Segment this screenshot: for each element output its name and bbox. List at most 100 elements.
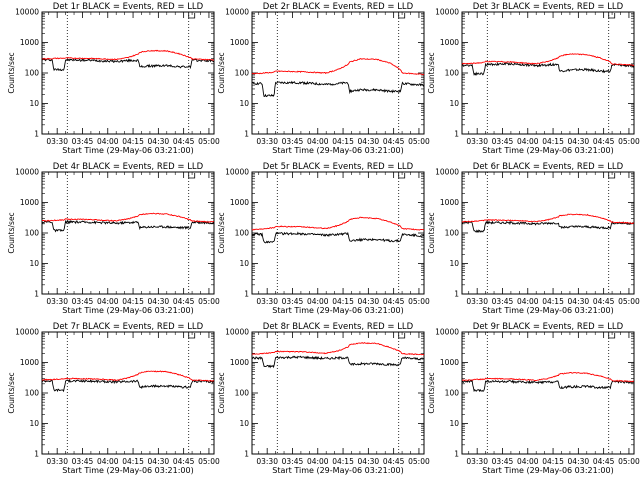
x-tick-label: 03:30 [466, 297, 488, 306]
x-tick-label: 04:45 [383, 457, 405, 466]
x-tick-label: 03:45 [72, 297, 94, 306]
panel-7: Det 7r BLACK = Events, RED = LLD 1 10 100 10… [7, 322, 220, 475]
series-line-events [461, 61, 635, 76]
y-axis-label: Counts/sec [427, 372, 436, 413]
y-tick-label: 1 [244, 130, 249, 139]
y-tick-label: 10000 [225, 8, 249, 17]
y-tick-label: 1 [454, 130, 459, 139]
y-tick-label: 1000 [230, 198, 249, 207]
series-line-events [42, 378, 215, 393]
y-tick-label: 10000 [15, 328, 39, 337]
x-tick-label: 03:45 [492, 297, 514, 306]
x-tick-label: 03:30 [466, 457, 488, 466]
series-line-lld [251, 216, 425, 231]
y-tick-label: 10000 [225, 328, 249, 337]
x-tick-label: 04:45 [173, 297, 195, 306]
panel-1: Det 1r BLACK = Events, RED = LLD 1 10 100 10… [7, 2, 220, 155]
y-tick-label: 100 [235, 69, 250, 78]
y-tick-label: 1000 [230, 358, 249, 367]
y-tick-label: 10 [29, 99, 39, 108]
plot-frame [461, 171, 635, 295]
attenuator-marker [398, 13, 406, 19]
attenuator-marker [608, 333, 616, 339]
x-tick-label: 03:30 [46, 297, 68, 306]
x-tick-label: 04:30 [568, 297, 590, 306]
x-axis-label: Start Time (29-May-06 03:21:00) [482, 466, 613, 475]
y-axis-label: Counts/sec [427, 212, 436, 253]
x-tick-label: 04:00 [97, 297, 119, 306]
x-tick-label: 04:45 [383, 137, 405, 146]
y-tick-label: 1 [34, 130, 39, 139]
x-tick-label: 03:30 [46, 457, 68, 466]
y-tick-label: 1 [244, 450, 249, 459]
x-tick-label: 04:45 [593, 457, 615, 466]
y-axis-label: Counts/sec [217, 212, 226, 253]
panel-title: Det 5r BLACK = Events, RED = LLD [263, 162, 414, 172]
series-line-events [251, 231, 425, 244]
y-axis-label: Counts/sec [217, 52, 226, 93]
series-line-events [461, 379, 635, 393]
panel-5: Det 5r BLACK = Events, RED = LLD 1 10 100 10… [217, 162, 430, 315]
x-tick-label: 03:45 [72, 137, 94, 146]
x-tick-label: 04:00 [307, 457, 329, 466]
x-tick-label: 04:45 [173, 137, 195, 146]
attenuator-marker [188, 173, 196, 179]
y-axis-label: Counts/sec [427, 52, 436, 93]
y-axis-label: Counts/sec [7, 372, 16, 413]
y-tick-label: 10000 [15, 8, 39, 17]
x-tick-label: 05:00 [198, 137, 220, 146]
panel-8: Det 8r BLACK = Events, RED = LLD 1 10 100 10… [217, 322, 430, 475]
panel-4: Det 4r BLACK = Events, RED = LLD 1 10 100 10… [7, 162, 220, 315]
panel-title: Det 2r BLACK = Events, RED = LLD [263, 2, 414, 12]
y-axis-label: Counts/sec [7, 212, 16, 253]
y-tick-label: 100 [445, 69, 460, 78]
y-tick-label: 1 [454, 290, 459, 299]
x-axis-label: Start Time (29-May-06 03:21:00) [272, 466, 403, 475]
x-tick-label: 04:30 [568, 137, 590, 146]
y-tick-label: 1 [244, 290, 249, 299]
y-tick-label: 100 [235, 229, 250, 238]
panel-6: Det 6r BLACK = Events, RED = LLD 1 10 100 10… [427, 162, 640, 315]
panel-title: Det 7r BLACK = Events, RED = LLD [53, 322, 204, 332]
series-line-events [461, 220, 635, 234]
x-tick-label: 05:00 [618, 297, 640, 306]
x-tick-label: 03:45 [72, 457, 94, 466]
x-tick-label: 04:15 [332, 297, 354, 306]
plot-frame [41, 171, 215, 295]
plot-frame [41, 11, 215, 135]
panel-title: Det 3r BLACK = Events, RED = LLD [473, 2, 624, 12]
x-tick-label: 05:00 [618, 137, 640, 146]
x-tick-label: 03:30 [256, 137, 278, 146]
x-tick-label: 05:00 [618, 457, 640, 466]
x-tick-label: 05:00 [198, 457, 220, 466]
y-tick-label: 100 [235, 389, 250, 398]
x-tick-label: 04:45 [383, 297, 405, 306]
attenuator-marker [188, 13, 196, 19]
x-tick-label: 03:45 [492, 457, 514, 466]
y-tick-label: 1000 [20, 198, 39, 207]
y-tick-label: 10 [449, 259, 459, 268]
x-tick-label: 05:00 [408, 297, 430, 306]
y-axis-label: Counts/sec [217, 372, 226, 413]
series-line-lld [41, 370, 215, 382]
y-tick-label: 1 [34, 450, 39, 459]
x-tick-label: 04:15 [122, 137, 144, 146]
y-axis-label: Counts/sec [7, 52, 16, 93]
plot-frame [251, 11, 425, 135]
panel-3: Det 3r BLACK = Events, RED = LLD 1 10 100 10… [427, 2, 640, 155]
y-tick-label: 10 [239, 259, 249, 268]
panel-title: Det 9r BLACK = Events, RED = LLD [473, 322, 624, 332]
x-tick-label: 04:15 [542, 137, 564, 146]
panel-title: Det 4r BLACK = Events, RED = LLD [53, 162, 204, 172]
x-tick-label: 05:00 [198, 297, 220, 306]
series-line-events [41, 219, 215, 233]
x-axis-label: Start Time (29-May-06 03:21:00) [482, 146, 613, 155]
plot-frame [41, 331, 215, 455]
x-tick-label: 03:30 [256, 457, 278, 466]
series-line-events [251, 355, 425, 369]
y-tick-label: 100 [25, 229, 40, 238]
x-tick-label: 04:30 [358, 137, 380, 146]
x-tick-label: 05:00 [408, 137, 430, 146]
x-tick-label: 04:00 [517, 137, 539, 146]
series-line-lld [251, 342, 425, 356]
